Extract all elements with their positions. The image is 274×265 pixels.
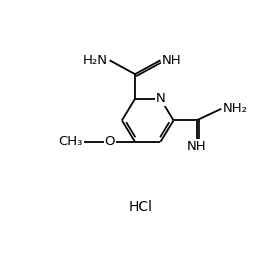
Text: NH: NH <box>162 54 182 67</box>
Text: H₂N: H₂N <box>83 54 108 67</box>
Text: NH: NH <box>187 140 206 153</box>
Text: N: N <box>156 92 165 105</box>
Text: HCl: HCl <box>129 200 152 214</box>
Text: NH₂: NH₂ <box>223 102 248 115</box>
Text: O: O <box>104 135 115 148</box>
Text: CH₃: CH₃ <box>58 135 83 148</box>
